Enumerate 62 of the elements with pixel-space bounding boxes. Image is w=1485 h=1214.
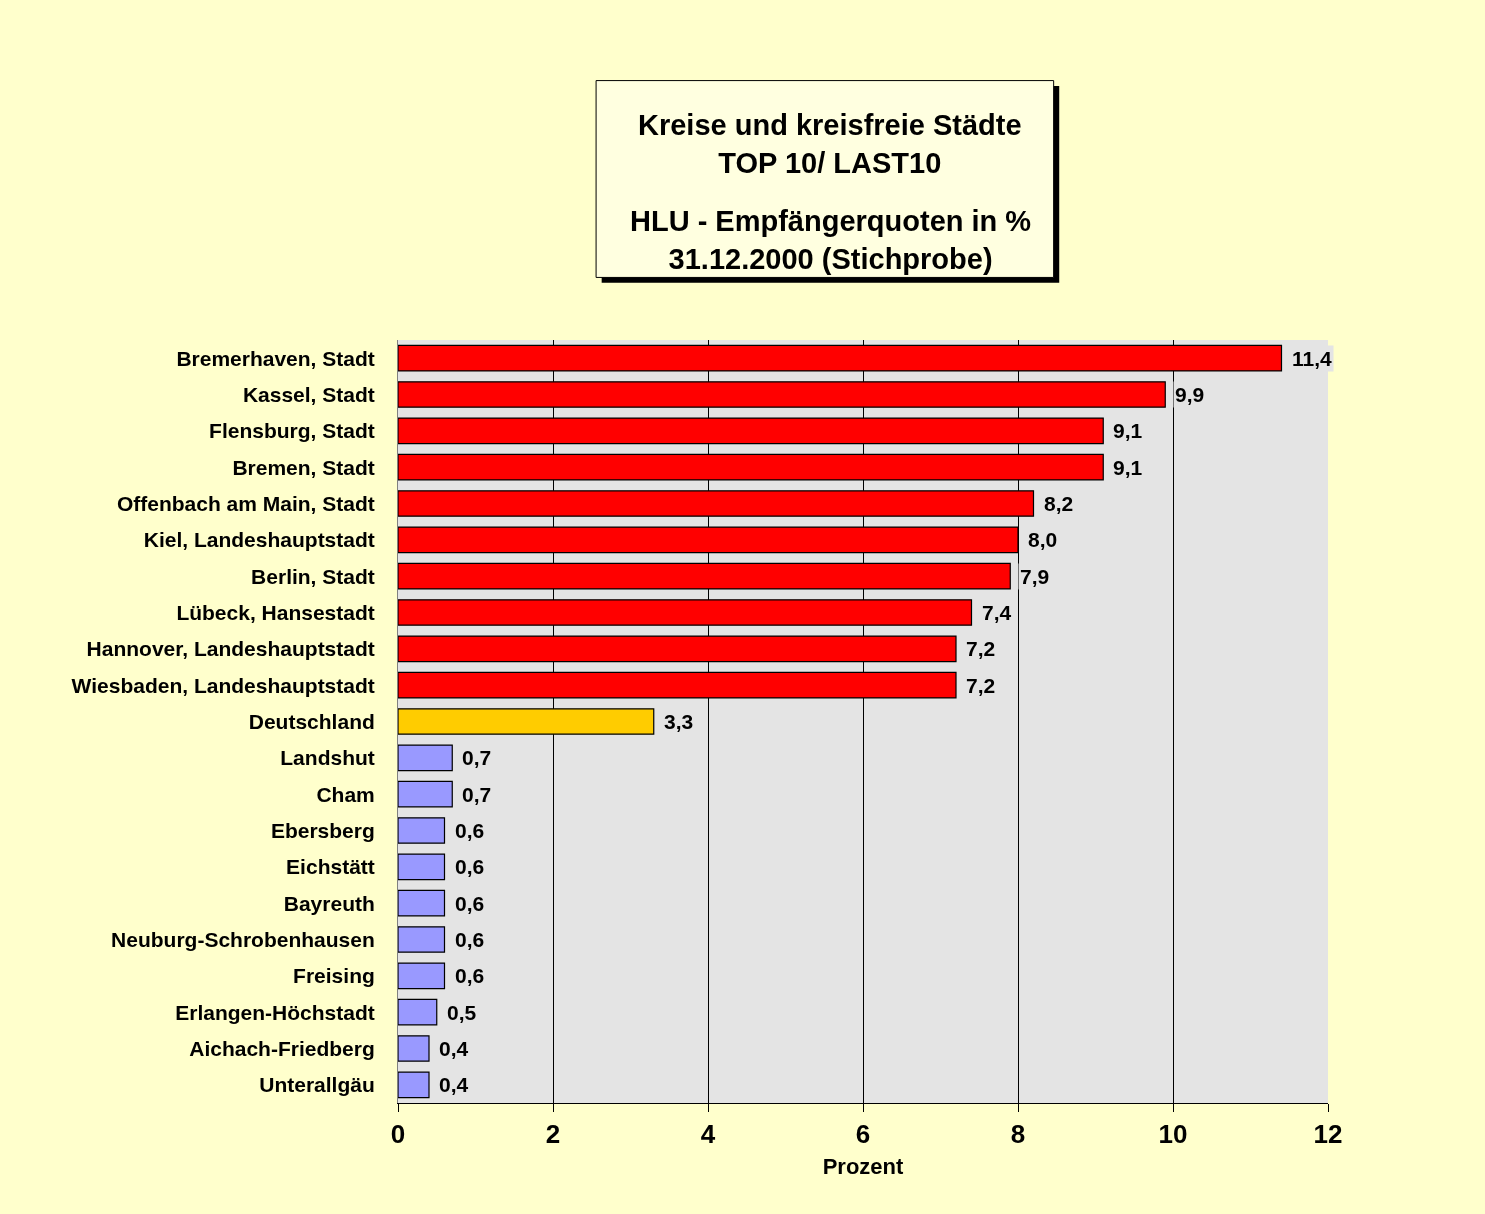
y-tick-label: Offenbach am Main, Stadt — [116, 491, 375, 515]
data-label: 0,4 — [439, 1037, 469, 1060]
data-label: 9,1 — [1113, 419, 1143, 442]
bar — [398, 1035, 430, 1062]
data-label: 8,2 — [1044, 492, 1074, 515]
data-label: 0,7 — [462, 783, 492, 806]
bar — [398, 744, 453, 772]
data-label: 0,6 — [455, 928, 485, 951]
data-label: 3,3 — [664, 710, 694, 733]
y-tick-label: Erlangen-Höchstadt — [175, 1000, 375, 1024]
bar — [398, 780, 453, 808]
y-tick-label: Freising — [293, 964, 375, 988]
x-tick-label: 0 — [390, 1119, 406, 1150]
data-label: 7,2 — [966, 637, 996, 660]
y-tick-label: Lübeck, Hansestadt — [176, 600, 375, 624]
x-tick-label: 2 — [545, 1119, 561, 1150]
y-tick-label: Eichstätt — [286, 855, 375, 879]
y-tick-label: Landshut — [280, 746, 375, 770]
data-label: 0,5 — [447, 1001, 477, 1024]
data-label: 9,1 — [1113, 456, 1143, 479]
chart-subtitle: HLU - Empfängerquoten in % 31.12.2000 (Stichprobe) — [630, 205, 1032, 275]
bar — [398, 998, 438, 1026]
y-tick-label: Aichach-Friedberg — [189, 1036, 375, 1060]
data-label: 11,4 — [1292, 347, 1333, 370]
y-tick-label: Kiel, Landeshauptstadt — [143, 528, 375, 552]
bar — [398, 962, 446, 990]
x-tick-label: 10 — [1158, 1119, 1188, 1150]
y-tick-label: Bayreuth — [283, 891, 375, 915]
x-axis-title: Prozent — [822, 1154, 904, 1180]
chart-title: Kreise und kreisfreie Städte TOP 10/ LAST10 — [638, 109, 1022, 179]
data-label: 8,0 — [1028, 528, 1058, 551]
data-label: 0,7 — [462, 746, 492, 769]
bar — [398, 817, 446, 844]
data-label: 0,6 — [455, 819, 485, 842]
y-tick-label: Ebersberg — [270, 818, 375, 842]
y-tick-label: Flensburg, Stadt — [209, 419, 375, 443]
data-label: 0,6 — [455, 855, 485, 878]
y-tick-label: Deutschland — [248, 709, 375, 733]
y-tick-label: Cham — [316, 782, 375, 806]
y-tick-label: Kassel, Stadt — [242, 382, 375, 406]
x-tick-label: 4 — [700, 1119, 716, 1150]
x-tick-label: 12 — [1313, 1119, 1343, 1150]
y-tick-label: Berlin, Stadt — [251, 564, 375, 588]
data-label: 9,9 — [1175, 383, 1205, 406]
data-label: 0,6 — [455, 892, 485, 915]
y-tick-label: Neuburg-Schrobenhausen — [111, 927, 375, 951]
y-tick-label: Hannover, Landeshauptstadt — [86, 637, 375, 661]
y-tick-label: Wiesbaden, Landeshauptstadt — [71, 673, 375, 697]
x-tick-label: 8 — [1010, 1119, 1026, 1150]
x-tick-label: 6 — [855, 1119, 871, 1150]
y-tick-label: Bremen, Stadt — [232, 455, 375, 479]
data-label: 7,4 — [982, 601, 1012, 624]
bar — [398, 889, 446, 917]
data-label: 0,6 — [455, 964, 485, 987]
data-label: 7,9 — [1020, 565, 1050, 588]
y-tick-label: Unterallgäu — [259, 1073, 375, 1097]
y-tick-label: Bremerhaven, Stadt — [176, 346, 375, 370]
bar — [398, 926, 446, 953]
bar — [398, 1071, 430, 1099]
bar — [398, 853, 446, 881]
data-label: 7,2 — [966, 674, 996, 697]
data-label: 0,4 — [439, 1073, 469, 1096]
